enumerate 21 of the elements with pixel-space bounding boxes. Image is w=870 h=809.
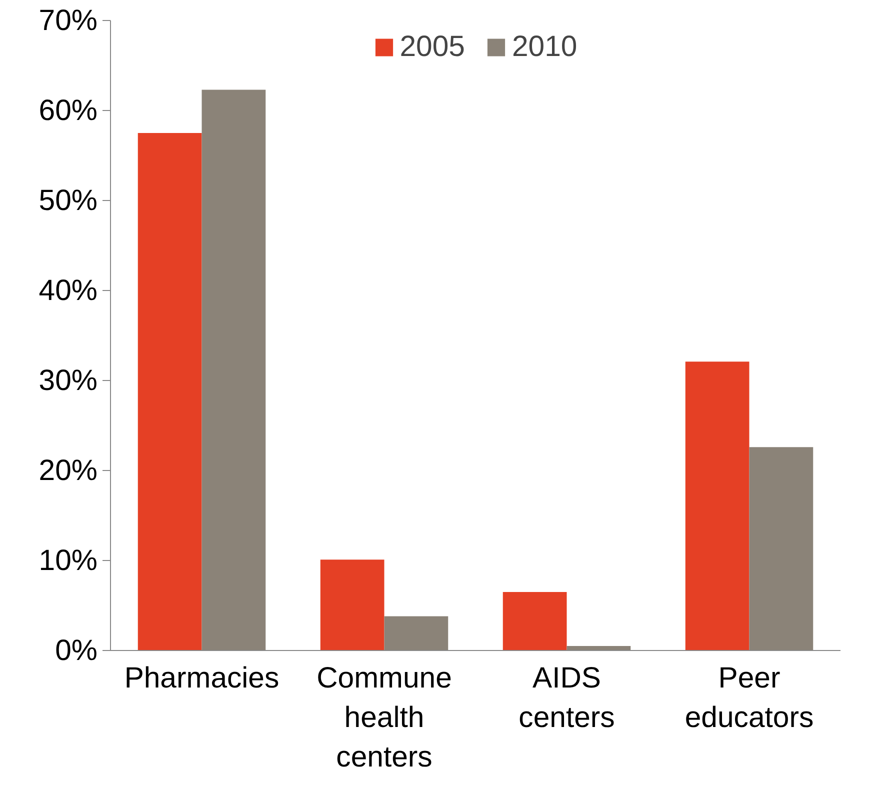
y-tick-label: 40% bbox=[38, 274, 98, 307]
x-tick-label: AIDS centers bbox=[518, 662, 615, 734]
bar bbox=[202, 90, 266, 650]
y-tick-label: 70% bbox=[38, 4, 98, 37]
x-tick-label: Commune health centers bbox=[316, 662, 452, 774]
bar bbox=[320, 560, 384, 650]
y-tick-label: 20% bbox=[38, 454, 98, 487]
bar bbox=[502, 592, 567, 650]
legend-label: 2005 bbox=[400, 30, 465, 64]
y-tick-label: 0% bbox=[55, 634, 98, 667]
x-tick-label: Pharmacies bbox=[124, 662, 280, 694]
y-tick-label: 50% bbox=[38, 184, 98, 217]
bar bbox=[384, 616, 448, 650]
bar bbox=[749, 447, 814, 650]
x-tick-label: Peer educators bbox=[684, 662, 814, 734]
y-tick-label: 60% bbox=[38, 94, 98, 127]
y-tick-label: 30% bbox=[38, 364, 98, 397]
bar bbox=[685, 362, 750, 650]
bar bbox=[138, 133, 202, 650]
legend-label: 2010 bbox=[512, 30, 578, 64]
y-tick-label: 10% bbox=[38, 544, 98, 577]
